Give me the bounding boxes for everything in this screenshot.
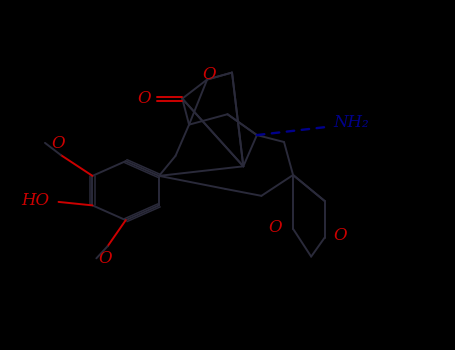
Text: O: O xyxy=(268,219,282,236)
Text: O: O xyxy=(52,134,66,152)
Text: O: O xyxy=(334,227,348,244)
Text: HO: HO xyxy=(21,192,50,209)
Text: O: O xyxy=(202,66,216,83)
Text: O: O xyxy=(137,90,151,107)
Text: NH₂: NH₂ xyxy=(334,114,369,131)
Text: O: O xyxy=(99,250,112,267)
